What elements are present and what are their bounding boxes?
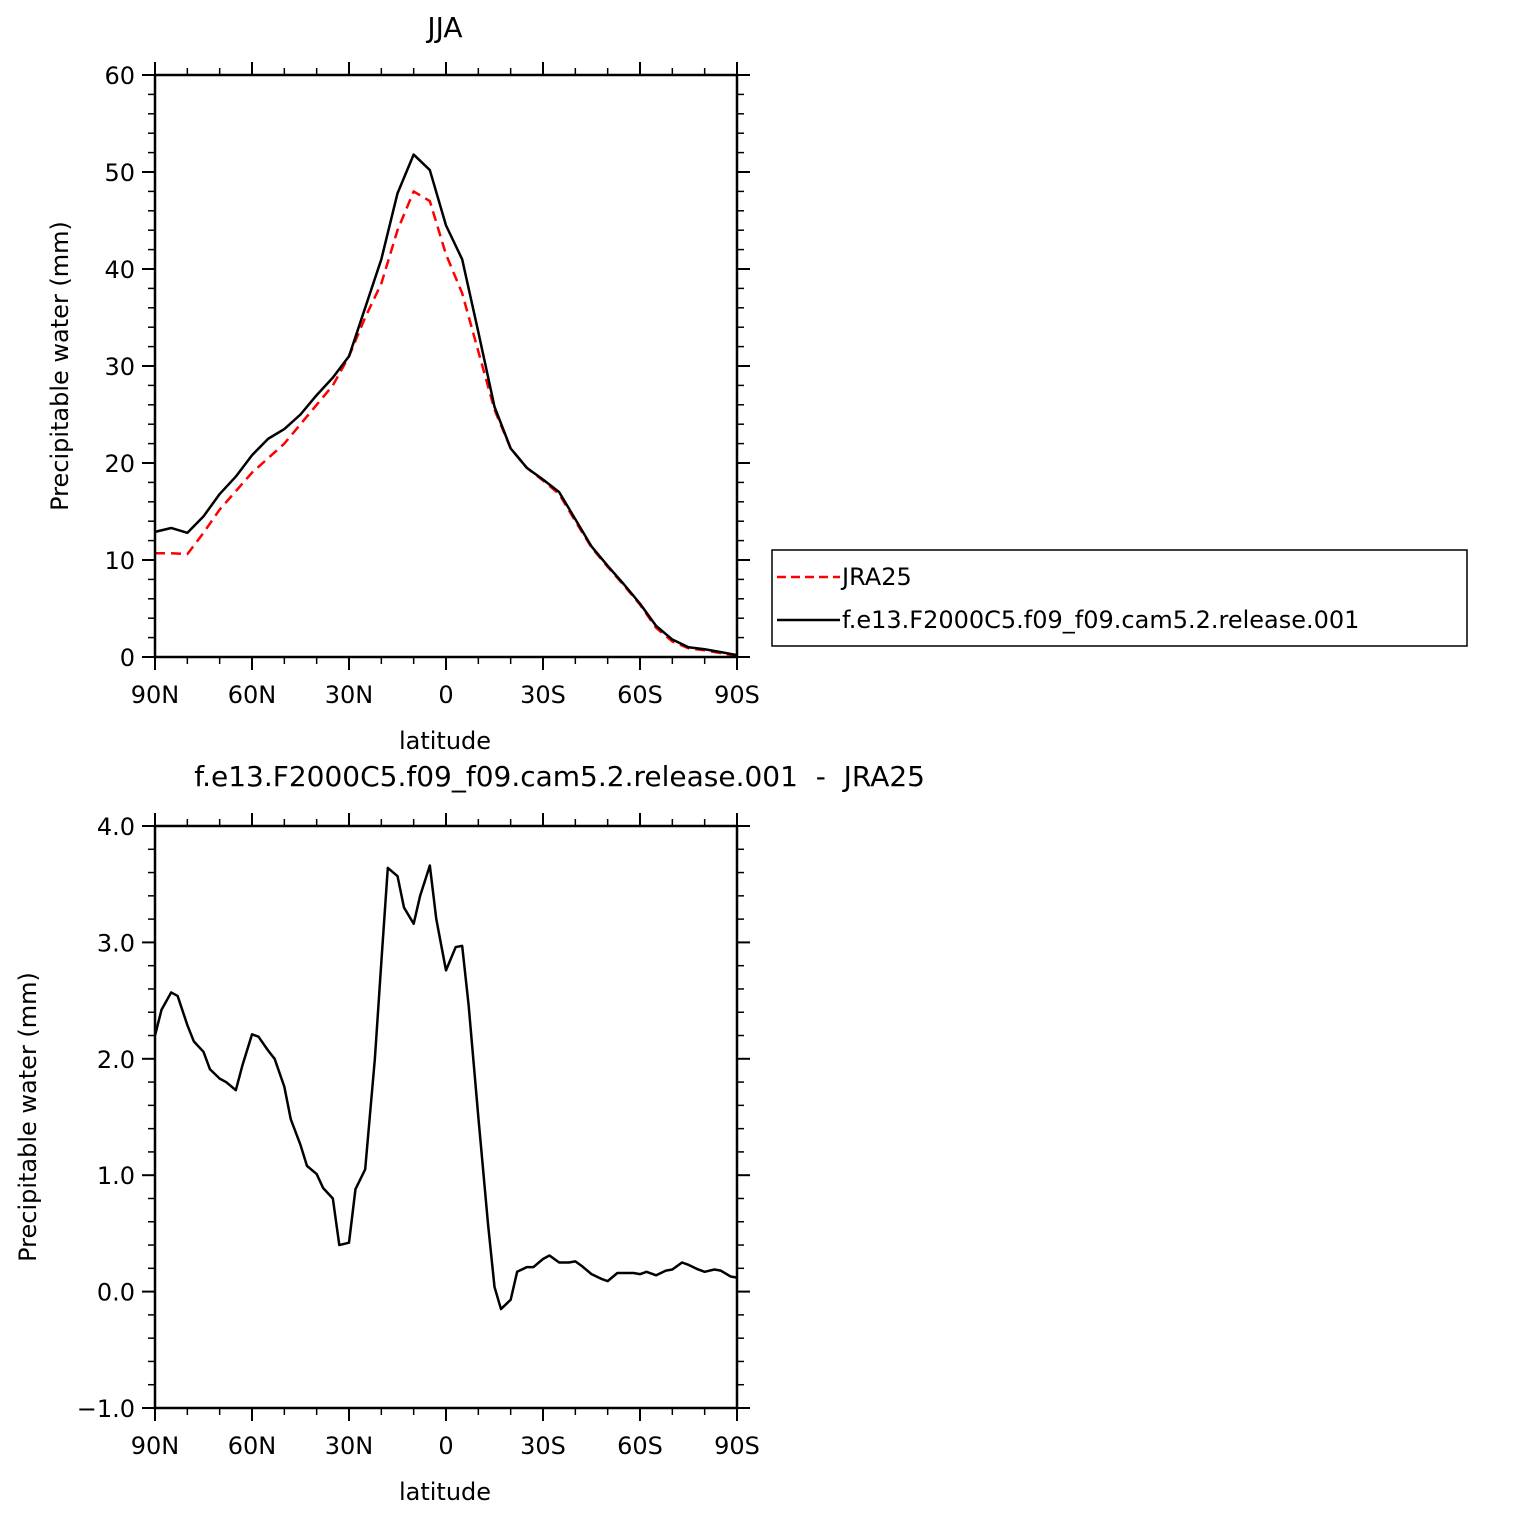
top-y-tick-label: 0	[120, 644, 135, 672]
top-x-axis-title: latitude	[399, 727, 491, 755]
bottom-y-tick-label: −1.0	[77, 1395, 135, 1423]
bottom-y-tick-label: 3.0	[97, 929, 135, 957]
bottom-y-axis-title: Precipitable water (mm)	[14, 972, 42, 1262]
bottom-y-tick-label: 0.0	[97, 1279, 135, 1307]
bottom-x-tick-label: 60S	[617, 1432, 663, 1460]
bottom-x-axis-title: latitude	[399, 1478, 491, 1506]
top-y-tick-label: 10	[104, 547, 135, 575]
top-x-tick-label: 90S	[714, 681, 760, 709]
legend-box	[771, 549, 1468, 647]
top-y-axis-title: Precipitable water (mm)	[46, 221, 74, 511]
legend: JRA25 f.e13.F2000C5.f09_f09.cam5.2.relea…	[771, 549, 1468, 647]
bottom-x-tick-label: 90S	[714, 1432, 760, 1460]
top-series-line-2	[154, 153, 738, 657]
top-y-tick-label: 40	[104, 256, 135, 284]
bottom-x-tick-label: 90N	[131, 1432, 180, 1460]
top-x-tick-label: 90N	[131, 681, 180, 709]
top-x-tick-label: 0	[438, 681, 453, 709]
top-y-tick-label: 60	[104, 62, 135, 90]
bottom-x-tick-label: 30N	[325, 1432, 374, 1460]
bottom-x-tick-label: 30S	[520, 1432, 566, 1460]
bottom-chart: f.e13.F2000C5.f09_f09.cam5.2.release.001…	[14, 760, 925, 1506]
top-y-tick-label: 50	[104, 159, 135, 187]
top-x-tick-label: 60S	[617, 681, 663, 709]
bottom-x-tick-label: 0	[438, 1432, 453, 1460]
top-chart: JJA 90N 60N 30N 0 30S 60S 90S 0 10 20 30 40 50 60 lat…	[46, 11, 760, 755]
top-chart-title: JJA	[425, 11, 462, 44]
bottom-x-tick-label: 60N	[228, 1432, 277, 1460]
top-y-tick-label: 30	[104, 353, 135, 381]
bottom-y-tick-label: 2.0	[97, 1046, 135, 1074]
bottom-y-tick-label: 1.0	[97, 1162, 135, 1190]
legend-label-jra25: JRA25	[840, 563, 912, 591]
bottom-y-tick-label: 4.0	[97, 813, 135, 841]
top-x-tick-label: 30N	[325, 681, 374, 709]
top-x-tick-label: 30S	[520, 681, 566, 709]
top-x-tick-label: 60N	[228, 681, 277, 709]
top-y-tick-label: 20	[104, 450, 135, 478]
bottom-series-line-1	[153, 864, 738, 1311]
bottom-chart-title: f.e13.F2000C5.f09_f09.cam5.2.release.001…	[194, 760, 925, 793]
legend-label-model: f.e13.F2000C5.f09_f09.cam5.2.release.001	[842, 606, 1359, 634]
